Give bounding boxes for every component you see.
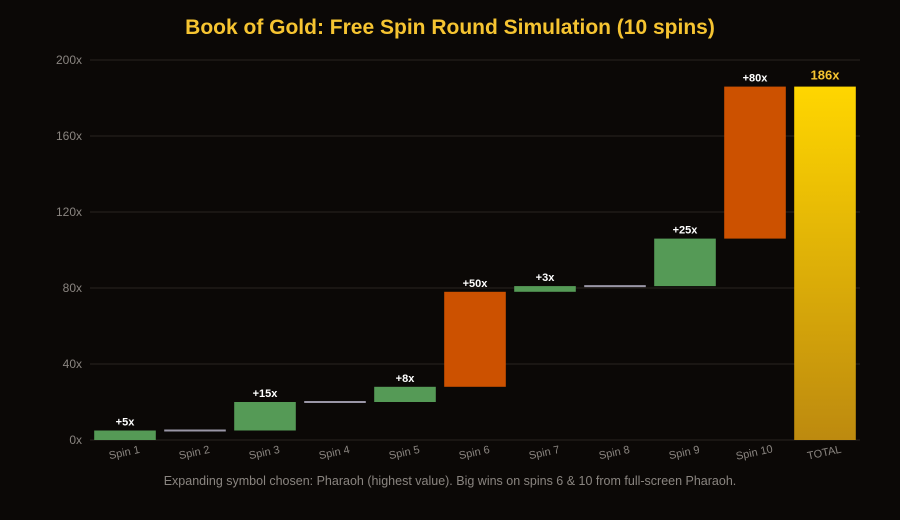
data-label: +15x — [253, 388, 279, 400]
bar-layer: +5x +15x +8x +50x +3x +25x +80x 186x — [94, 68, 856, 440]
data-label: +25x — [673, 225, 699, 237]
y-axis: 0x 40x 80x 120x 160x 200x — [56, 53, 82, 447]
y-tick-label: 200x — [56, 53, 82, 67]
bar-spin-9 — [654, 238, 716, 287]
y-tick-label: 80x — [63, 281, 82, 295]
x-axis: Spin 1 Spin 2 Spin 3 Spin 4 Spin 5 Spin 6 Spin… — [108, 443, 843, 462]
grid-layer — [90, 59, 860, 441]
bar-spin-3 — [234, 402, 296, 431]
bar-spin-10 — [724, 86, 786, 239]
data-label: +5x — [116, 417, 136, 429]
bar-spin-7 — [514, 286, 576, 292]
y-tick-label: 120x — [56, 205, 82, 219]
y-tick-label: 160x — [56, 129, 82, 143]
x-tick-label: Spin 8 — [598, 444, 631, 462]
x-tick-label: Spin 6 — [458, 444, 491, 462]
bar-total — [794, 86, 856, 440]
data-label: +3x — [536, 272, 556, 284]
total-label: 186x — [811, 68, 841, 83]
bar-spin-1 — [94, 430, 156, 440]
x-tick-label: Spin 5 — [388, 444, 421, 462]
x-tick-label: Spin 2 — [178, 444, 211, 462]
x-tick-label: Spin 4 — [318, 444, 351, 462]
chart-title: Book of Gold: Free Spin Round Simulation… — [185, 16, 715, 39]
data-label: +8x — [396, 373, 416, 385]
bar-spin-5 — [374, 386, 436, 402]
x-tick-label: Spin 1 — [108, 444, 141, 462]
x-tick-label: Spin 9 — [668, 444, 701, 462]
y-tick-label: 0x — [69, 433, 82, 447]
x-tick-label: Spin 10 — [735, 443, 774, 462]
x-tick-label: TOTAL — [806, 444, 842, 463]
bar-spin-6 — [444, 291, 506, 387]
data-label: +80x — [743, 73, 769, 85]
y-tick-label: 40x — [63, 357, 82, 371]
x-tick-label: Spin 7 — [528, 444, 561, 462]
data-label: +50x — [463, 278, 489, 290]
x-tick-label: Spin 3 — [248, 444, 281, 462]
chart-caption: Expanding symbol chosen: Pharaoh (highes… — [164, 474, 737, 488]
